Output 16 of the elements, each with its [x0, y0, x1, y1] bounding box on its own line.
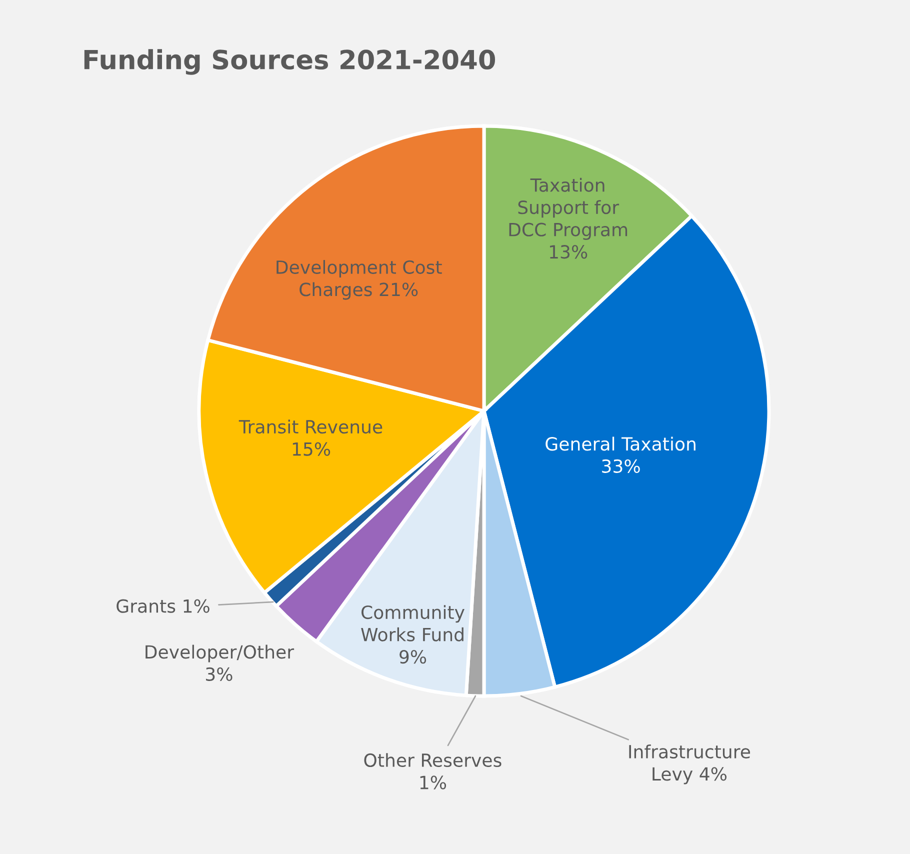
data-label: 9%	[400, 650, 426, 664]
slice-label: Grants 1%	[116, 599, 210, 613]
data-label: 33%	[602, 459, 640, 473]
slice-label: Community Works Fund	[361, 605, 464, 642]
data-label: 3%	[206, 667, 232, 682]
data-label: 1%	[420, 776, 446, 790]
slice-label: General Taxation	[546, 436, 696, 451]
slice-label: Transit Revenue	[238, 420, 382, 434]
slice-label: Development Cost Charges 21%	[276, 260, 442, 300]
chart-title: Funding Sources 2021-2040	[84, 49, 496, 75]
slice-label: Taxation Support for DCC Program	[509, 178, 628, 240]
data-label: 15%	[292, 442, 330, 456]
slice-label: Infrastructure Levy 4%	[629, 744, 750, 784]
slice-label: Developer/Other	[146, 644, 294, 662]
slice-label: Other Reserves	[364, 753, 502, 768]
data-label: 13%	[550, 245, 588, 259]
